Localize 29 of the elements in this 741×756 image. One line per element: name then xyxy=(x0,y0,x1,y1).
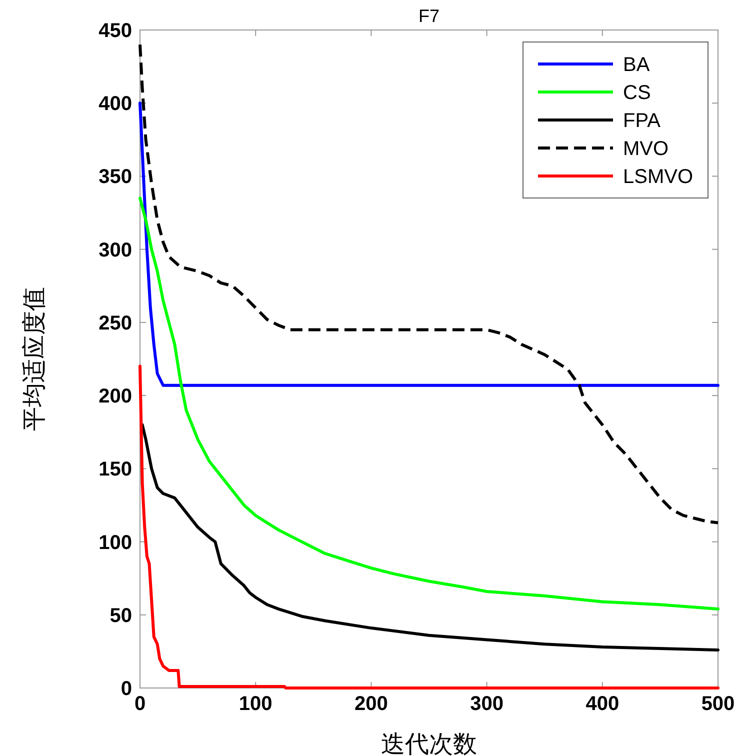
y-tick-label: 200 xyxy=(98,386,132,408)
x-tick-label: 200 xyxy=(354,693,388,715)
legend-label: BA xyxy=(623,54,650,76)
legend-label: MVO xyxy=(623,138,669,160)
y-tick-label: 150 xyxy=(98,458,132,481)
y-tick-label: 300 xyxy=(98,239,132,262)
chart-title: F7 xyxy=(418,6,440,26)
y-axis-title: 平均适应度值 xyxy=(21,287,48,431)
y-tick-label: 50 xyxy=(110,604,132,627)
x-tick-label: 0 xyxy=(134,693,146,715)
line-series xyxy=(138,102,720,387)
y-tick-label: 250 xyxy=(98,312,132,334)
x-tick-label: 100 xyxy=(238,693,272,715)
y-tick-label: 100 xyxy=(98,532,132,554)
line-series xyxy=(140,423,720,652)
legend-label: LSMVO xyxy=(623,166,694,188)
legend-label: FPA xyxy=(623,110,662,132)
y-tick-label: 0 xyxy=(120,678,132,700)
x-tick-label: 400 xyxy=(586,693,620,715)
line-series xyxy=(138,364,720,690)
y-tick-label: 350 xyxy=(98,166,132,188)
line-series xyxy=(138,196,720,611)
line-series xyxy=(138,43,720,524)
y-tick-label: 450 xyxy=(98,20,132,42)
x-tick-label: 500 xyxy=(701,693,735,715)
y-tick-label: 400 xyxy=(98,93,132,116)
x-tick-label: 300 xyxy=(470,693,504,715)
legend-label: CS xyxy=(623,82,651,104)
x-axis-title: 迭代次数 xyxy=(381,731,477,756)
